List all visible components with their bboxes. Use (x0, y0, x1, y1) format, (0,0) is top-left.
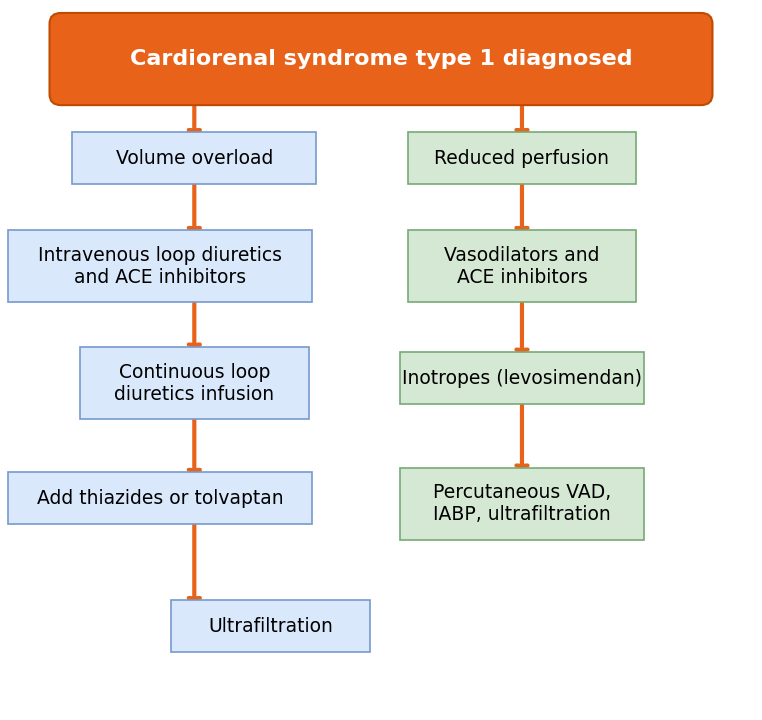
FancyBboxPatch shape (72, 132, 316, 184)
FancyBboxPatch shape (171, 600, 370, 652)
FancyBboxPatch shape (8, 230, 312, 302)
Text: Continuous loop
diuretics infusion: Continuous loop diuretics infusion (114, 363, 274, 403)
FancyBboxPatch shape (80, 347, 309, 419)
Text: Percutaneous VAD,
IABP, ultrafiltration: Percutaneous VAD, IABP, ultrafiltration (433, 484, 611, 524)
FancyBboxPatch shape (400, 468, 644, 540)
Text: Add thiazides or tolvaptan: Add thiazides or tolvaptan (37, 489, 283, 508)
FancyBboxPatch shape (408, 230, 636, 302)
Text: Cardiorenal syndrome type 1 diagnosed: Cardiorenal syndrome type 1 diagnosed (130, 49, 632, 69)
FancyBboxPatch shape (50, 13, 712, 105)
Text: Intravenous loop diuretics
and ACE inhibitors: Intravenous loop diuretics and ACE inhib… (38, 246, 282, 287)
FancyBboxPatch shape (8, 472, 312, 524)
Text: Reduced perfusion: Reduced perfusion (434, 149, 610, 168)
Text: Vasodilators and
ACE inhibitors: Vasodilators and ACE inhibitors (444, 246, 600, 287)
Text: Volume overload: Volume overload (116, 149, 273, 168)
Text: Inotropes (levosimendan): Inotropes (levosimendan) (402, 369, 642, 387)
Text: Ultrafiltration: Ultrafiltration (208, 617, 333, 636)
FancyBboxPatch shape (408, 132, 636, 184)
FancyBboxPatch shape (400, 352, 644, 404)
